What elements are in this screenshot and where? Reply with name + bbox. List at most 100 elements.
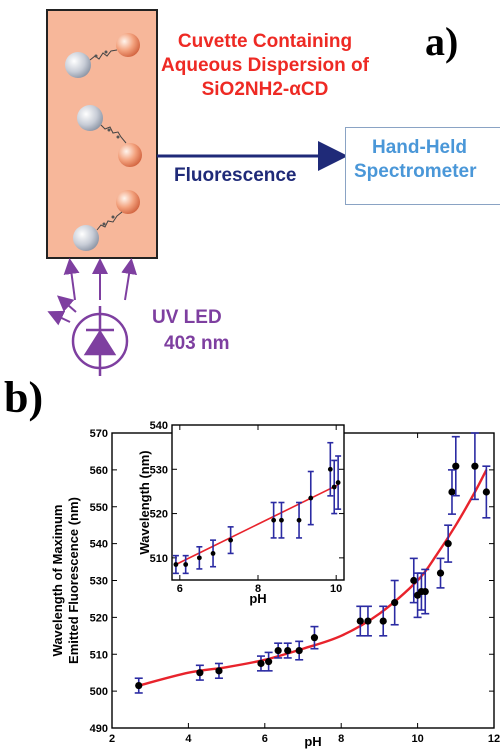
y-axis-label: Wavelength of Maximum xyxy=(50,505,65,657)
marker xyxy=(257,659,265,668)
y-tick-label: 530 xyxy=(90,576,108,588)
data-point xyxy=(451,435,460,497)
cuvette-title-line: SiO2NH2-αCD xyxy=(201,79,329,100)
y-tick-label: 530 xyxy=(150,464,168,476)
marker xyxy=(482,488,490,496)
data-point xyxy=(134,677,143,694)
nanoparticle-pair xyxy=(77,105,142,167)
marker xyxy=(391,599,399,607)
marker xyxy=(135,681,143,690)
data-point xyxy=(379,605,388,637)
marker xyxy=(471,462,479,470)
data-point xyxy=(196,545,203,570)
data-point xyxy=(296,501,303,539)
panel-a-label: a) xyxy=(425,19,459,64)
data-point xyxy=(295,640,304,661)
marker xyxy=(296,517,302,523)
data-point xyxy=(327,441,334,497)
data-point xyxy=(331,459,338,515)
y-tick-label: 560 xyxy=(90,465,108,477)
x-tick-label: 2 xyxy=(109,733,115,745)
marker xyxy=(452,462,460,470)
data-point xyxy=(172,554,179,575)
y-tick-label: 520 xyxy=(90,612,108,624)
x-axis-label: pH xyxy=(304,734,321,749)
fluorescence-label: Fluorescence xyxy=(174,165,297,186)
data-point xyxy=(182,554,189,575)
data-point xyxy=(390,579,399,626)
data-point xyxy=(363,605,372,637)
panel-b-label: b) xyxy=(4,373,44,422)
marker xyxy=(295,646,303,655)
marker xyxy=(364,617,372,625)
data-point xyxy=(421,568,430,615)
marker xyxy=(436,569,445,577)
data-point xyxy=(274,642,283,659)
data-point xyxy=(310,625,319,650)
data-point xyxy=(356,605,365,637)
marker xyxy=(279,517,284,523)
data-point xyxy=(444,524,453,563)
data-point xyxy=(409,557,418,604)
y-tick-label: 490 xyxy=(90,723,108,735)
x-tick-label: 10 xyxy=(411,733,423,745)
cuvette-title-line: Aqueous Dispersion of xyxy=(161,55,369,76)
inset-chart: 6 8 10 510 520 530 540 pH Wavelength (nm) xyxy=(137,420,345,606)
marker xyxy=(173,562,179,567)
nanoparticle-pair xyxy=(65,33,140,78)
marker xyxy=(421,587,429,596)
x-tick-label: 6 xyxy=(262,733,268,745)
marker xyxy=(183,562,189,567)
marker xyxy=(379,617,387,625)
marker xyxy=(410,576,418,585)
y-tick-label: 500 xyxy=(90,686,108,698)
nanoparticle-pair xyxy=(73,190,140,251)
spectrometer-box: Hand-Held Spectrometer xyxy=(345,127,500,205)
inset-y-axis-label: Wavelength (nm) xyxy=(137,450,152,554)
marker xyxy=(356,617,364,625)
x-tick-label: 4 xyxy=(185,733,192,745)
marker xyxy=(308,495,314,501)
uv-led-label: UV LED 403 nm xyxy=(152,305,229,357)
data-point xyxy=(227,526,234,555)
data-point xyxy=(264,651,273,672)
y-tick-label: 540 xyxy=(90,539,108,551)
marker xyxy=(228,537,234,543)
marker xyxy=(196,669,204,677)
x-tick-label: 8 xyxy=(255,583,261,595)
marker xyxy=(448,488,456,496)
data-point xyxy=(470,432,479,501)
data-point xyxy=(195,664,204,681)
y-tick-label: 550 xyxy=(90,502,108,514)
y-axis-label: Emitted Fluorescence (nm) xyxy=(66,497,81,664)
x-tick-label: 12 xyxy=(488,733,500,745)
y-tick-label: 510 xyxy=(90,649,108,661)
marker xyxy=(215,667,223,675)
x-tick-label: 10 xyxy=(330,583,342,595)
cuvette xyxy=(46,9,158,259)
marker xyxy=(331,484,337,490)
data-point xyxy=(335,455,342,510)
marker xyxy=(196,555,202,561)
data-point xyxy=(214,662,223,680)
data-point xyxy=(447,469,456,515)
marker xyxy=(271,517,277,523)
uv-led-line: UV LED xyxy=(152,307,222,328)
marker xyxy=(274,646,282,655)
inset-x-axis-label: pH xyxy=(249,591,266,606)
marker xyxy=(265,658,273,666)
cuvette-title: Cuvette Containing Aqueous Dispersion of… xyxy=(150,30,380,102)
data-point xyxy=(283,642,292,659)
y-tick-label: 510 xyxy=(150,553,168,565)
marker xyxy=(327,466,333,472)
y-tick-label: 570 xyxy=(90,428,108,440)
y-tick-label: 520 xyxy=(150,509,168,521)
marker xyxy=(210,551,216,556)
spectrometer-line: Spectrometer xyxy=(354,161,477,182)
cuvette-title-line: Cuvette Containing xyxy=(177,31,353,52)
fit-curve xyxy=(175,484,339,566)
data-point xyxy=(270,501,277,539)
spectrometer-line: Hand-Held xyxy=(372,137,467,158)
marker xyxy=(335,480,341,485)
